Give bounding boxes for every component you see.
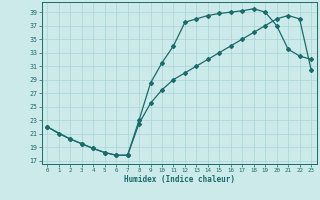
X-axis label: Humidex (Indice chaleur): Humidex (Indice chaleur) <box>124 175 235 184</box>
